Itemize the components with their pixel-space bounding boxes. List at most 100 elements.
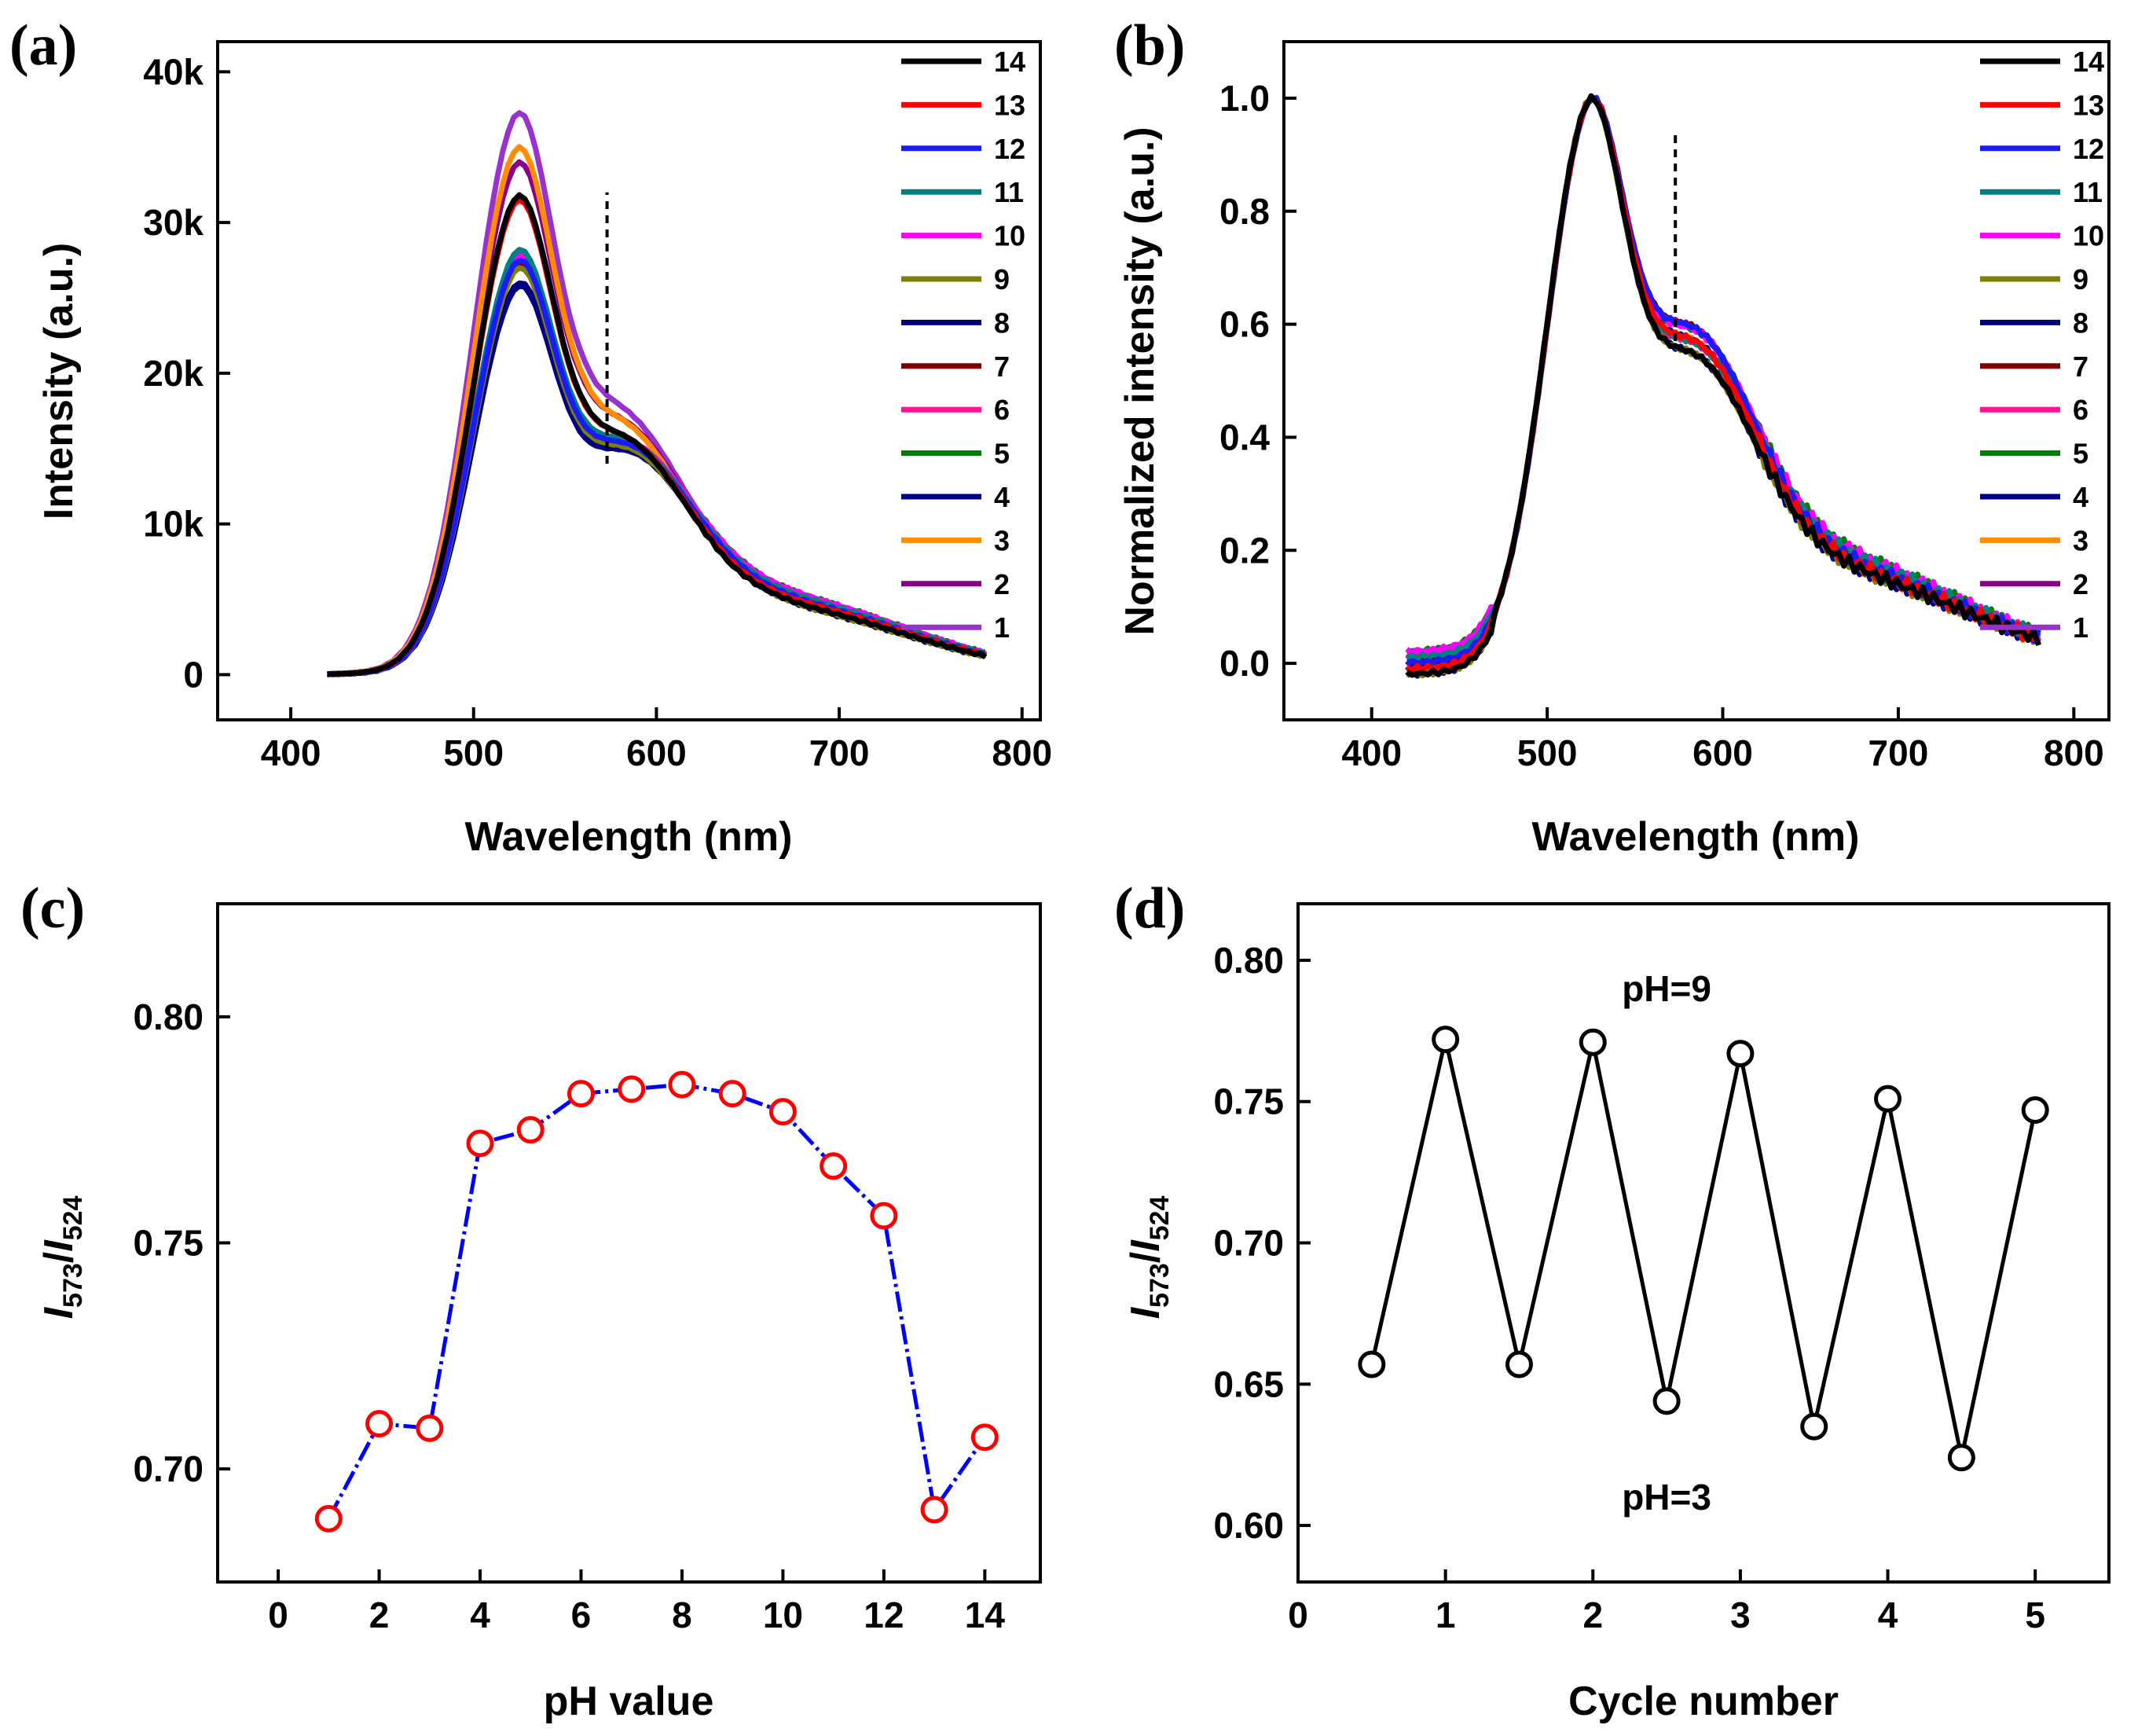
legend-label-7: 7 [994,351,1010,383]
legend-label-4: 4 [994,481,1010,513]
y-axis-title-c-sub1: 573 [58,1263,88,1308]
legend-label-1: 1 [2073,611,2088,644]
annotation-label: pH=9 [1622,968,1711,1009]
data-point [618,1075,646,1103]
legend-label-9: 9 [994,263,1010,295]
x-axis-title-c: pH value [544,1679,714,1724]
legend-label-7: 7 [2073,351,2088,383]
cycle-series-d [1358,1026,2049,1472]
panel-label-a: (a) [9,13,77,78]
y-axis-title-c-main2: I [36,1239,82,1252]
x-axis-title-a: Wavelength (nm) [465,814,793,860]
series-line [327,1082,987,1520]
legend-label-11: 11 [2073,176,2103,208]
x-tick-label: 800 [992,732,1052,773]
y-axis-title-d-sub1: 573 [1145,1263,1175,1308]
annotation-label: pH=3 [1622,1477,1711,1518]
annotations-d: pH=9 pH=3 [1622,968,1711,1518]
data-point [820,1152,848,1180]
data-point [768,1098,797,1126]
legend-label-5: 5 [994,438,1010,470]
data-point [1579,1028,1607,1056]
x-axis-title-d: Cycle number [1568,1679,1839,1724]
data-point [1652,1387,1681,1415]
data-point [668,1070,696,1099]
data-point [718,1080,746,1108]
spectrum-line-14 [1405,93,2041,678]
x-tick-label: 2 [369,1595,390,1635]
x-tick-label: 2 [1582,1595,1603,1635]
legend-b: 14 13 12 11 10 9 8 7 6 5 4 3 2 1 [1980,46,2104,644]
y-axis-title-d: I573/I524 [1123,1196,1175,1319]
data-point [1358,1350,1386,1378]
legend-a: 14 13 12 11 10 9 8 7 6 5 4 3 2 1 [901,46,1025,644]
x-axis-title-b: Wavelength (nm) [1532,814,1860,860]
y-tick-label: 0.65 [1213,1363,1284,1404]
y-tick-label: 0.70 [133,1448,204,1489]
y-tick-label: 0.80 [1213,940,1284,981]
x-tick-label: 3 [1730,1595,1751,1635]
y-tick-label: 0.60 [1213,1505,1284,1546]
legend-label-2: 2 [2073,568,2088,600]
panel-label-d: (d) [1114,876,1185,941]
legend-label-8: 8 [994,306,1010,339]
spectrum-line-1 [327,110,987,677]
plot-frame-a [216,40,1042,721]
legend-label-6: 6 [994,394,1010,426]
y-tick-label: 1.0 [1219,78,1270,119]
legend-label-11: 11 [994,176,1024,208]
y-axis-title-a: Intensity (a.u.) [36,243,82,519]
y-tick-label: 0 [183,654,204,695]
y-tick-label: 0.70 [1213,1223,1284,1264]
y-axis-title-d-main2: I [1123,1239,1168,1252]
x-tick-label: 5 [2025,1595,2045,1635]
plot-frame-b [1282,40,2110,721]
y-tick-label: 0.75 [133,1223,204,1264]
data-point [1726,1040,1755,1068]
y-axis-title-c-sub2: 524 [58,1196,88,1241]
y-tick-label: 0.8 [1219,191,1270,232]
y-tick-label: 0.6 [1219,304,1270,345]
legend-label-14: 14 [2073,46,2104,78]
x-tick-label: 0 [1288,1595,1308,1635]
data-point [567,1080,595,1108]
legend-label-12: 12 [2073,133,2104,165]
panel-d: (d) 0 1 2 3 4 50.600.650.700.750.80 pH=9pH=3 … [1114,876,2110,1724]
data-point [2021,1096,2049,1124]
data-point [970,1423,999,1452]
x-tick-label: 500 [443,732,504,773]
y-tick-label: 0.0 [1219,643,1270,684]
data-point [1505,1350,1533,1378]
legend-label-1: 1 [994,611,1010,644]
y-tick-label: 0.4 [1219,417,1270,457]
legend-label-10: 10 [2073,220,2104,252]
y-axis-title-b: Normalized intensity (a.u.) [1117,127,1163,635]
y-axis-title-c: I573/I524 [36,1196,88,1319]
data-point [1432,1026,1460,1054]
axis-ticks-a: 400 500 600 700 800 0 10k 20k 30k 40k [143,51,1052,773]
spectra-series-a [326,110,988,677]
y-tick-label: 40k [143,51,204,92]
y-tick-label: 20k [143,353,204,394]
data-point [516,1116,545,1144]
y-tick-label: 30k [143,202,204,243]
x-tick-label: 12 [864,1595,904,1635]
x-tick-label: 400 [1341,732,1402,773]
ratio-series-c [314,1070,999,1532]
panel-label-b: (b) [1114,13,1185,78]
data-point [1947,1444,1975,1472]
axis-ticks-b: 400 500 600 700 800 0.0 0.2 0.4 0.6 0.8 1.0 [1219,78,2104,773]
x-tick-label: 14 [965,1595,1006,1635]
data-point [870,1202,898,1230]
x-tick-label: 600 [1692,732,1753,773]
x-tick-label: 400 [261,732,321,773]
x-tick-label: 4 [1878,1595,1898,1635]
x-tick-label: 800 [2044,732,2104,773]
y-tick-label: 10k [143,504,204,545]
panel-c: (c) 0 2 4 6 8 10 12 140.700.750.80 pH value I57… [20,876,1042,1724]
y-axis-title-c-main: I [36,1306,82,1319]
legend-label-12: 12 [994,133,1025,165]
